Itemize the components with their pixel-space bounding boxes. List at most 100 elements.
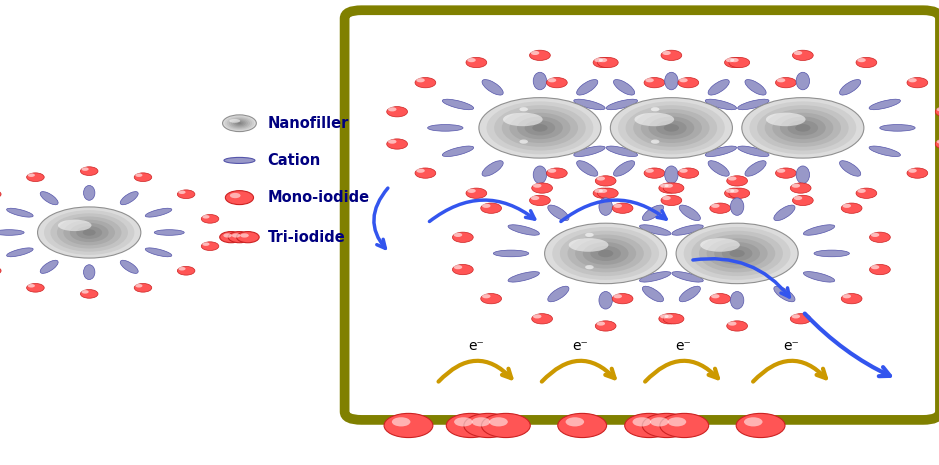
Ellipse shape [774,205,795,220]
Circle shape [870,233,879,237]
Ellipse shape [40,192,58,205]
Ellipse shape [84,186,95,200]
Circle shape [726,189,734,193]
Circle shape [531,196,539,200]
Ellipse shape [742,98,864,158]
Circle shape [468,189,476,193]
Circle shape [908,78,916,82]
Circle shape [907,78,928,88]
Ellipse shape [679,205,700,220]
Circle shape [659,314,680,324]
Ellipse shape [517,117,562,139]
Circle shape [612,293,633,304]
Circle shape [660,413,709,438]
Ellipse shape [533,72,546,90]
Ellipse shape [690,125,726,131]
Ellipse shape [715,242,760,265]
Ellipse shape [482,161,503,176]
Circle shape [651,107,659,112]
Circle shape [466,188,486,199]
Circle shape [466,57,486,67]
FancyArrowPatch shape [645,361,718,382]
Ellipse shape [708,161,730,176]
Circle shape [678,78,699,88]
Circle shape [454,265,462,269]
Ellipse shape [508,272,539,282]
Ellipse shape [574,146,605,157]
Ellipse shape [774,286,795,302]
Circle shape [777,78,785,82]
FancyArrowPatch shape [561,200,666,221]
Circle shape [518,139,539,149]
Circle shape [453,232,473,242]
Ellipse shape [44,210,134,255]
Circle shape [388,140,396,144]
Ellipse shape [442,99,473,110]
Circle shape [585,265,593,269]
Circle shape [178,267,186,271]
Circle shape [597,188,618,199]
Circle shape [613,204,622,208]
Circle shape [392,417,410,426]
Circle shape [841,293,862,304]
Ellipse shape [738,146,769,157]
Ellipse shape [613,161,635,176]
Circle shape [678,168,699,178]
Circle shape [792,184,800,188]
Circle shape [595,321,616,331]
Circle shape [596,176,605,180]
Circle shape [530,195,550,206]
Ellipse shape [233,120,246,126]
Ellipse shape [796,72,809,90]
Circle shape [660,314,669,319]
Circle shape [662,51,670,55]
Ellipse shape [58,219,91,231]
Text: e⁻: e⁻ [783,339,799,353]
Circle shape [558,413,607,438]
Circle shape [857,58,866,62]
Circle shape [595,176,616,186]
Ellipse shape [574,99,605,110]
Circle shape [672,139,693,149]
Ellipse shape [607,146,638,157]
Ellipse shape [442,146,473,157]
Ellipse shape [764,109,841,147]
Circle shape [202,242,209,246]
Circle shape [936,140,939,144]
Ellipse shape [146,208,172,217]
Circle shape [547,78,556,82]
Ellipse shape [224,116,254,131]
Circle shape [792,314,800,319]
Circle shape [81,167,98,175]
Ellipse shape [560,231,652,276]
Ellipse shape [552,227,659,280]
Circle shape [727,321,747,331]
Circle shape [645,78,654,82]
Circle shape [482,413,531,438]
Ellipse shape [691,231,783,276]
Ellipse shape [503,113,543,126]
Circle shape [935,106,939,117]
Circle shape [856,188,877,199]
Circle shape [584,265,605,275]
Circle shape [565,417,584,426]
Ellipse shape [482,80,503,95]
Circle shape [135,173,143,177]
Circle shape [738,265,759,275]
Circle shape [731,58,739,62]
Circle shape [744,417,762,426]
Ellipse shape [731,198,744,215]
Ellipse shape [683,250,718,257]
Circle shape [842,204,851,208]
Ellipse shape [738,99,769,110]
Ellipse shape [583,242,628,265]
Ellipse shape [547,286,569,302]
Circle shape [727,176,747,186]
Ellipse shape [684,227,791,280]
FancyArrowPatch shape [429,200,534,221]
Ellipse shape [0,230,24,235]
Ellipse shape [706,238,768,269]
Circle shape [726,58,734,62]
Circle shape [26,284,44,292]
Ellipse shape [238,122,241,124]
